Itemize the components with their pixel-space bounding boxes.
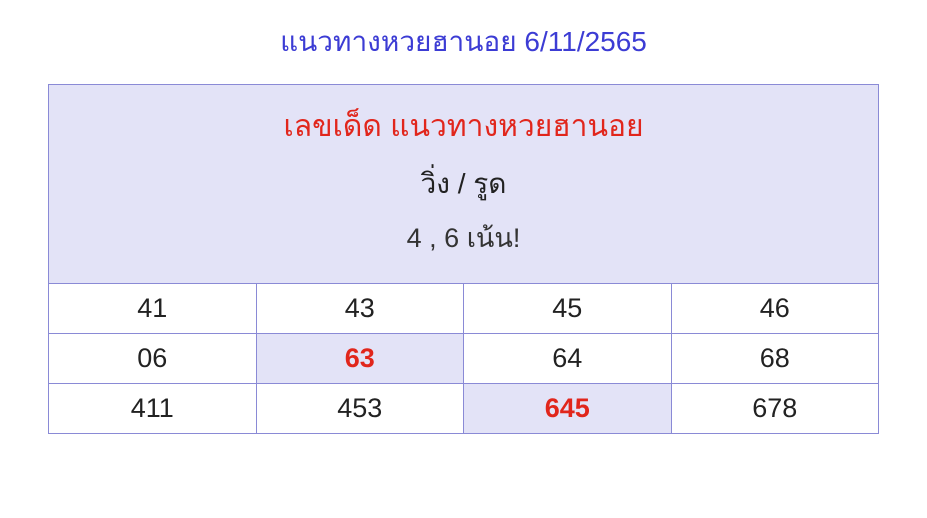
table-row: 411 453 645 678 [49,384,879,434]
table-header-cell: เลขเด็ด แนวทางหวยฮานอย วิ่ง / รูด 4 , 6 … [49,85,879,284]
header-line-1: เลขเด็ด แนวทางหวยฮานอย [59,103,868,150]
number-cell-highlight: 63 [256,334,464,384]
page-title: แนวทางหวยฮานอย 6/11/2565 [48,20,879,64]
number-cell: 453 [256,384,464,434]
table-row: 06 63 64 68 [49,334,879,384]
table-row: 41 43 45 46 [49,284,879,334]
number-cell: 68 [671,334,879,384]
number-cell: 46 [671,284,879,334]
table-header-row: เลขเด็ด แนวทางหวยฮานอย วิ่ง / รูด 4 , 6 … [49,85,879,284]
header-line-2: วิ่ง / รูด [59,162,868,206]
number-cell: 411 [49,384,257,434]
number-cell: 64 [464,334,672,384]
number-cell: 43 [256,284,464,334]
number-cell: 06 [49,334,257,384]
number-cell: 678 [671,384,879,434]
lotto-table: เลขเด็ด แนวทางหวยฮานอย วิ่ง / รูด 4 , 6 … [48,84,879,434]
number-cell: 41 [49,284,257,334]
header-line-3: 4 , 6 เน้น! [59,216,868,259]
number-cell: 45 [464,284,672,334]
number-cell-highlight: 645 [464,384,672,434]
